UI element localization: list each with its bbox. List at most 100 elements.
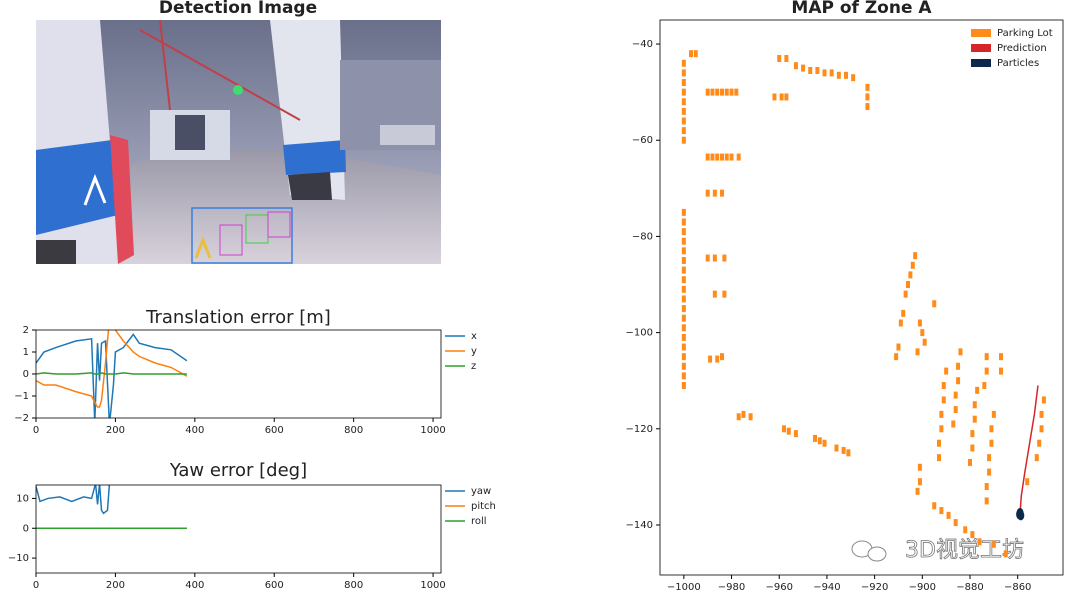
map-point: [736, 153, 741, 161]
map-point: [906, 281, 910, 289]
map-point: [681, 372, 686, 380]
chart-title: Translation error [m]: [145, 307, 331, 328]
map-point: [972, 415, 977, 423]
map-point: [681, 208, 686, 216]
map-point: [681, 295, 686, 303]
map-point: [813, 434, 817, 442]
map-point: [729, 88, 734, 96]
map-point: [681, 88, 686, 96]
map-point: [1037, 439, 1042, 447]
legend-label: roll: [471, 516, 487, 527]
map-point: [989, 439, 994, 447]
legend-label: y: [471, 346, 477, 357]
map-point: [937, 454, 941, 462]
map-point: [693, 50, 698, 58]
map-point: [841, 446, 846, 454]
map-point: [681, 107, 686, 115]
map-point: [710, 88, 715, 96]
map-point: [681, 69, 686, 77]
map-point: [903, 290, 908, 298]
map-point: [705, 189, 710, 197]
map-point: [681, 353, 686, 361]
x-tick-label: −980: [718, 582, 745, 593]
map-point: [932, 300, 937, 308]
map-point: [829, 69, 834, 77]
map-point: [712, 189, 717, 197]
map-point: [970, 444, 975, 452]
map-point: [681, 324, 686, 332]
y-tick-label: −10: [8, 553, 29, 564]
map-point: [681, 237, 686, 245]
map-point: [720, 189, 724, 197]
map-point: [865, 93, 870, 101]
map-point: [989, 425, 994, 433]
map-point: [844, 71, 848, 79]
map-point: [984, 367, 989, 375]
map-point: [915, 348, 920, 356]
map-point: [681, 382, 686, 390]
plot-area: [36, 330, 188, 418]
map-point: [815, 66, 820, 74]
x-tick-label: 200: [106, 425, 125, 436]
x-tick-label: −960: [765, 582, 792, 593]
series-line: [1019, 385, 1039, 514]
map-point: [953, 391, 958, 399]
map-point: [720, 353, 724, 361]
map-point: [681, 136, 686, 144]
map-point: [970, 430, 975, 438]
x-tick-label: −1000: [667, 582, 701, 593]
map-point: [941, 382, 946, 390]
map-point: [999, 367, 1003, 375]
map-point: [817, 437, 822, 445]
y-tick-label: 0: [23, 369, 29, 380]
map-point: [1034, 454, 1039, 462]
map-point: [681, 79, 686, 87]
map-point: [1041, 396, 1046, 404]
map-point: [681, 59, 686, 67]
map-point: [720, 153, 724, 161]
image-title: Detection Image: [159, 0, 317, 18]
map-point: [708, 355, 713, 363]
map-point: [991, 410, 996, 418]
y-tick-label: −60: [632, 135, 653, 146]
map-point: [736, 413, 741, 421]
x-tick-label: −860: [1004, 582, 1031, 593]
map-point: [772, 93, 777, 101]
map-point: [722, 254, 727, 262]
map-point: [705, 254, 710, 262]
map-point: [908, 271, 913, 279]
plot-area: [681, 50, 1046, 558]
map-point: [724, 153, 729, 161]
map-point: [1039, 410, 1044, 418]
map-point: [901, 309, 906, 317]
map-point: [786, 427, 791, 435]
map-point: [712, 290, 717, 298]
map-point: [917, 463, 922, 471]
legend-label: x: [471, 331, 477, 342]
map-point: [970, 531, 975, 539]
map-point: [681, 314, 686, 322]
map-point: [681, 333, 686, 341]
y-tick-label: 2: [23, 325, 29, 336]
map-point: [894, 353, 899, 361]
legend-label: z: [471, 361, 476, 372]
detection-photo: [36, 19, 441, 264]
map-point: [984, 353, 989, 361]
map-point: [865, 83, 870, 91]
map-point: [910, 261, 915, 269]
map-point: [999, 353, 1003, 361]
map-point: [777, 54, 782, 62]
map-point: [710, 153, 715, 161]
plot-frame: [35, 484, 442, 574]
map-point: [941, 396, 946, 404]
map-point: [782, 425, 786, 433]
map-point: [734, 88, 739, 96]
map-point: [987, 454, 992, 462]
map-point: [793, 430, 798, 438]
map-point: [705, 88, 710, 96]
map-point: [836, 71, 841, 79]
x-tick-label: −900: [909, 582, 936, 593]
map-point: [681, 276, 686, 284]
x-tick-label: 600: [265, 425, 284, 436]
map-point: [922, 338, 927, 346]
